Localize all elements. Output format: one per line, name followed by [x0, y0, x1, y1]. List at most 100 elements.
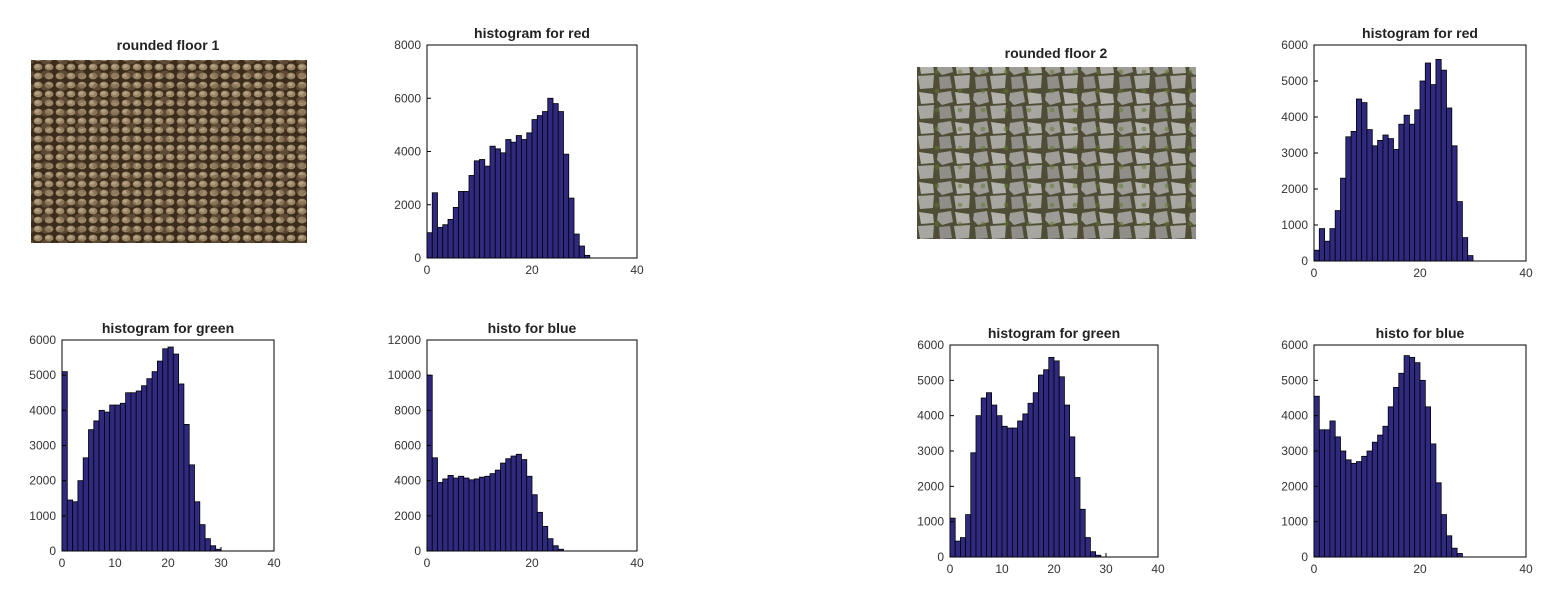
x-tick-label: 40 — [267, 556, 281, 570]
histogram-bar — [463, 477, 470, 552]
histogram-bar — [1318, 228, 1326, 262]
histogram-bar — [61, 371, 68, 552]
histogram-bar — [209, 545, 217, 552]
histogram-bar — [458, 191, 465, 259]
histogram-bar — [986, 392, 993, 558]
histogram-bar — [1382, 425, 1389, 558]
histogram-bar — [1387, 406, 1394, 558]
histogram-bar — [1440, 514, 1447, 558]
histogram-bar — [1409, 356, 1416, 558]
x-tick-label: 0 — [1311, 266, 1318, 280]
histogram-bar — [1043, 369, 1050, 558]
x-tick-label: 30 — [214, 556, 228, 570]
histogram-bar — [1387, 138, 1394, 262]
histogram-bar — [1334, 210, 1341, 262]
histogram-bar — [167, 346, 174, 552]
histogram-bar — [515, 453, 522, 552]
histogram-bar — [1430, 443, 1437, 558]
histogram-bar — [1451, 547, 1458, 558]
y-tick-label: 0 — [1301, 254, 1308, 268]
histogram-bar — [104, 411, 111, 552]
histogram-bar — [1467, 255, 1474, 262]
y-tick-label: 1000 — [917, 515, 944, 529]
image-panel-rounded-floor-2: rounded floor 2 — [917, 45, 1196, 239]
histogram-red-floor-1: histogram for red 0 20 40 0 2000 4000 6000 8000 — [394, 25, 644, 277]
histogram-bar — [557, 111, 564, 259]
histogram-bar — [1334, 436, 1341, 558]
histogram-bar — [1414, 362, 1421, 558]
histogram-bar — [1313, 249, 1320, 262]
histogram-bar — [178, 383, 185, 552]
x-tick-label: 30 — [1099, 562, 1113, 576]
histogram-bar — [970, 452, 977, 558]
y-tick-label: 4000 — [394, 474, 421, 488]
histogram-bar — [479, 476, 486, 552]
histogram-bar — [1324, 429, 1331, 558]
x-tick-label: 20 — [1413, 562, 1427, 576]
histogram-bar — [204, 538, 211, 552]
x-tick-label: 0 — [59, 556, 66, 570]
histogram-bar — [1456, 553, 1463, 558]
histogram-bar — [162, 348, 169, 552]
histogram-bar — [72, 501, 79, 552]
histogram-bar — [1398, 372, 1405, 558]
y-tick-label: 0 — [1301, 550, 1308, 564]
y-tick-label: 6000 — [29, 333, 56, 347]
histogram-bar — [578, 245, 585, 259]
histogram-bar — [500, 462, 507, 552]
x-tick-label: 40 — [1519, 266, 1533, 280]
histogram-bar — [1361, 455, 1368, 558]
y-tick-label: 2000 — [1281, 182, 1308, 196]
histogram-bar — [172, 353, 180, 552]
y-tick-label: 12000 — [388, 333, 422, 347]
histogram-bar — [510, 455, 517, 552]
histogram-bar — [426, 374, 433, 552]
flagstone-photo-moss — [917, 67, 1196, 239]
histogram-bar — [494, 469, 501, 552]
histogram-bar — [93, 420, 100, 552]
histogram-bar — [141, 385, 148, 552]
histogram-bar — [542, 525, 549, 552]
histogram-bar — [468, 175, 475, 259]
histogram-bar — [1398, 123, 1405, 262]
x-tick-label: 0 — [1311, 562, 1318, 576]
histogram-bar — [552, 545, 559, 552]
histogram-bar — [77, 480, 84, 552]
histogram-green-floor-2: histogram for green 0 10 20 30 40 0 1000 2000 300… — [917, 325, 1165, 576]
histogram-bar — [547, 97, 554, 259]
histogram-bar — [1032, 392, 1039, 558]
histogram-bar — [215, 548, 222, 552]
histogram-bar — [1313, 395, 1320, 558]
histogram-bar — [119, 402, 127, 552]
histogram-bar — [584, 254, 591, 259]
histogram-bar — [1424, 406, 1432, 558]
histogram-bar — [1366, 450, 1373, 558]
histogram-bar — [1079, 508, 1086, 558]
histogram-bar — [1064, 404, 1071, 558]
y-tick-label: 8000 — [394, 38, 421, 52]
histogram-bar — [1451, 145, 1458, 262]
histogram-bar — [1324, 240, 1331, 262]
histogram-bar — [1430, 84, 1437, 262]
x-tick-label: 0 — [947, 562, 954, 576]
x-tick-label: 0 — [424, 556, 431, 570]
histogram-bar — [960, 537, 967, 558]
histogram-bar — [489, 473, 496, 552]
y-tick-label: 0 — [937, 550, 944, 564]
chart-title: histo for blue — [488, 320, 577, 336]
histogram-bar — [431, 192, 438, 259]
histogram-bar — [1090, 551, 1097, 558]
histogram-bar — [568, 197, 575, 259]
histogram-bar — [965, 514, 972, 558]
y-tick-label: 6000 — [394, 91, 421, 105]
y-tick-label: 2000 — [1281, 479, 1308, 493]
histogram-bar — [146, 378, 153, 552]
histogram-bar — [1345, 136, 1352, 262]
histogram-bar — [1329, 228, 1336, 262]
histogram-bar — [996, 415, 1003, 558]
histogram-red-floor-2: histogram for red 0 20 40 0 1000 2000 3000 4000 5… — [1281, 25, 1533, 280]
histogram-bar — [1435, 482, 1442, 558]
chart-title: histogram for red — [1362, 25, 1478, 41]
histogram-bar — [82, 457, 89, 552]
histogram-bar — [1440, 69, 1447, 262]
